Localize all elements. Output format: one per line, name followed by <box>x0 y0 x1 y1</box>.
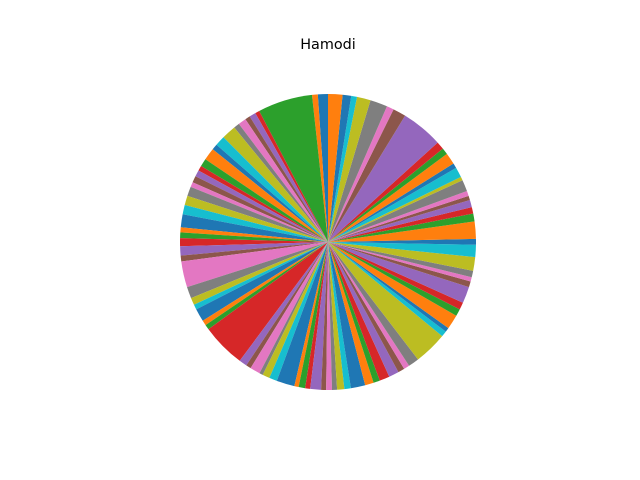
pie-slice <box>311 94 328 242</box>
pie-slice <box>328 242 463 310</box>
pie-slice <box>328 163 457 242</box>
pie-slice <box>202 242 328 326</box>
pie-slice <box>234 123 328 242</box>
pie-slice <box>205 242 328 330</box>
pie-slice <box>328 242 476 258</box>
pie-slice <box>328 109 406 242</box>
pie-slice <box>212 144 328 242</box>
pie-slice <box>310 242 328 390</box>
pie-slice <box>246 242 328 369</box>
pie-slice <box>328 180 467 242</box>
pie-slice <box>328 195 470 242</box>
pie-slice <box>317 94 328 242</box>
pie-slice <box>259 94 328 242</box>
pie-slice <box>328 242 449 332</box>
pie-slice <box>328 242 419 366</box>
pie-slice <box>269 242 328 381</box>
pie-slice <box>216 137 328 242</box>
pie-slice <box>259 242 328 375</box>
pie-slice <box>328 153 454 242</box>
pie-slice <box>328 221 476 242</box>
pie-slice <box>328 167 461 242</box>
pie-slice <box>223 127 328 242</box>
pie-slice <box>184 195 328 242</box>
pie-slice <box>328 242 469 303</box>
pie-slice <box>239 242 328 366</box>
pie-slice <box>262 242 328 378</box>
pie-slice <box>180 214 328 242</box>
pie-slice <box>196 242 328 321</box>
pie-slice <box>187 242 328 299</box>
pie-slice <box>328 94 343 242</box>
pie-slice <box>328 242 472 282</box>
pie-slice <box>328 213 475 242</box>
pie-slice <box>328 94 352 242</box>
pie-slice <box>238 119 328 242</box>
pie-slice <box>181 242 328 288</box>
pie-slice <box>328 242 345 390</box>
pie-slice <box>321 242 328 390</box>
pie-slice <box>198 166 328 242</box>
pie-slice <box>245 116 328 242</box>
pie-slice <box>328 100 387 242</box>
chart-title: Hamodi <box>300 37 356 53</box>
pie-slice <box>328 242 474 278</box>
pie-slice <box>255 110 328 242</box>
pie-slice <box>294 242 328 388</box>
pie-slice <box>328 242 443 360</box>
pie-slice <box>328 176 463 242</box>
pie-slice <box>249 113 328 242</box>
pie-slice <box>326 242 333 391</box>
pie-slice <box>328 242 374 386</box>
pie-slice <box>328 242 380 383</box>
pie-slice <box>305 242 328 389</box>
pie-slice <box>328 242 405 373</box>
pie-slice <box>328 238 477 245</box>
pie-slice <box>328 242 446 337</box>
pie-slice <box>180 232 328 242</box>
pie-slices <box>180 94 477 391</box>
pie-slice <box>180 242 328 256</box>
pie-slice <box>190 182 328 242</box>
pie-slice <box>328 242 410 369</box>
pie-slice <box>328 242 338 390</box>
pie-slice <box>328 207 474 242</box>
pie-slice <box>328 96 371 242</box>
pie-slice <box>193 242 328 310</box>
pie-slice <box>328 242 399 377</box>
pie-slice <box>328 200 472 242</box>
pie-slice <box>328 242 390 381</box>
pie-slice <box>180 227 328 242</box>
pie-slice <box>201 159 328 242</box>
pie-slice <box>328 242 476 271</box>
pie-slice <box>328 242 351 390</box>
pie-slice <box>328 106 394 242</box>
pie-slice <box>328 191 469 242</box>
pie-slice <box>195 170 328 242</box>
pie-slice <box>276 242 328 387</box>
pie-slice <box>328 242 471 288</box>
pie-slice <box>328 95 358 242</box>
pie-slice <box>191 242 328 305</box>
pie-slice <box>298 242 328 389</box>
pie-slice <box>208 242 328 361</box>
pie-slice <box>328 142 443 242</box>
pie-slice <box>250 242 328 374</box>
pie-slice <box>192 176 328 242</box>
pie-slice <box>328 148 447 242</box>
pie-slice <box>328 242 460 316</box>
pie-slice <box>182 204 328 242</box>
pie-slice <box>328 242 457 329</box>
pie-slice <box>328 242 366 389</box>
pie-slice <box>205 149 328 242</box>
pie-slice <box>328 115 438 242</box>
pie-slice <box>180 242 328 262</box>
pie-slice <box>180 238 328 247</box>
pie-slice <box>187 186 328 242</box>
